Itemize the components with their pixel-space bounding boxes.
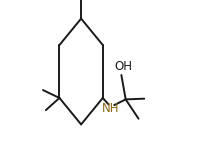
Text: OH: OH [114, 60, 133, 73]
Text: NH: NH [102, 102, 119, 115]
